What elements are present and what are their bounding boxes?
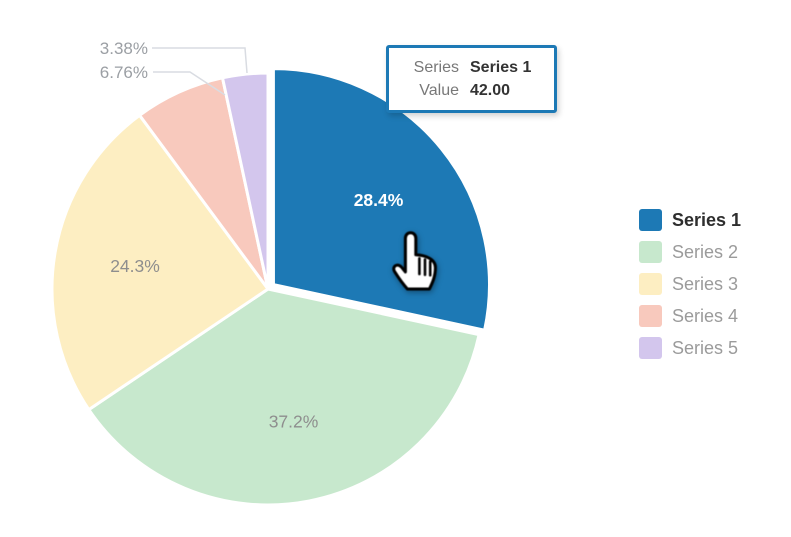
legend-label: Series 4 bbox=[672, 305, 739, 326]
pie-label-series-1: 28.4% bbox=[354, 190, 404, 210]
legend-swatch-series-1 bbox=[639, 209, 662, 231]
legend-swatch-series-5 bbox=[639, 337, 662, 359]
pie-label-series-3: 24.3% bbox=[110, 256, 160, 276]
pie-slice-series-3[interactable] bbox=[50, 113, 270, 412]
legend-item-series-1[interactable]: Series 1 bbox=[639, 209, 741, 231]
legend-label: Series 1 bbox=[672, 209, 742, 230]
pie-slice-series-2[interactable] bbox=[87, 287, 481, 507]
tooltip-series-value: Series 1 bbox=[470, 59, 532, 76]
pie-label-line-series-5 bbox=[152, 47, 248, 74]
tooltip-value-label: Value bbox=[419, 82, 459, 99]
legend-swatch-series-2 bbox=[639, 241, 662, 263]
legend-swatch-series-4 bbox=[639, 305, 662, 327]
legend-swatch-series-3 bbox=[639, 273, 662, 295]
legend-label: Series 5 bbox=[672, 337, 739, 358]
tooltip-value: 42.00 bbox=[470, 82, 511, 99]
tooltip-value-row: Value 42.00 bbox=[399, 81, 542, 100]
legend-item-series-3[interactable]: Series 3 bbox=[639, 273, 741, 295]
legend-label: Series 3 bbox=[672, 273, 739, 294]
hand-cursor-icon bbox=[392, 231, 437, 291]
pie-label-series-5: 3.38% bbox=[100, 39, 148, 58]
legend: Series 1 Series 2 Series 3 Series 4 Seri… bbox=[639, 209, 741, 359]
pie-slice-series-5[interactable] bbox=[221, 71, 270, 291]
legend-item-series-2[interactable]: Series 2 bbox=[639, 241, 741, 263]
tooltip-series-row: Series Series 1 bbox=[399, 58, 542, 77]
pie-label-line-series-4 bbox=[153, 71, 226, 96]
legend-item-series-5[interactable]: Series 5 bbox=[639, 337, 741, 359]
legend-label: Series 2 bbox=[672, 241, 739, 262]
tooltip: Series Series 1 Value 42.00 bbox=[386, 45, 557, 113]
legend-item-series-4[interactable]: Series 4 bbox=[639, 305, 741, 327]
pie-label-series-4: 6.76% bbox=[100, 63, 148, 82]
pie-label-series-2: 37.2% bbox=[269, 412, 319, 432]
tooltip-series-label: Series bbox=[413, 59, 459, 76]
